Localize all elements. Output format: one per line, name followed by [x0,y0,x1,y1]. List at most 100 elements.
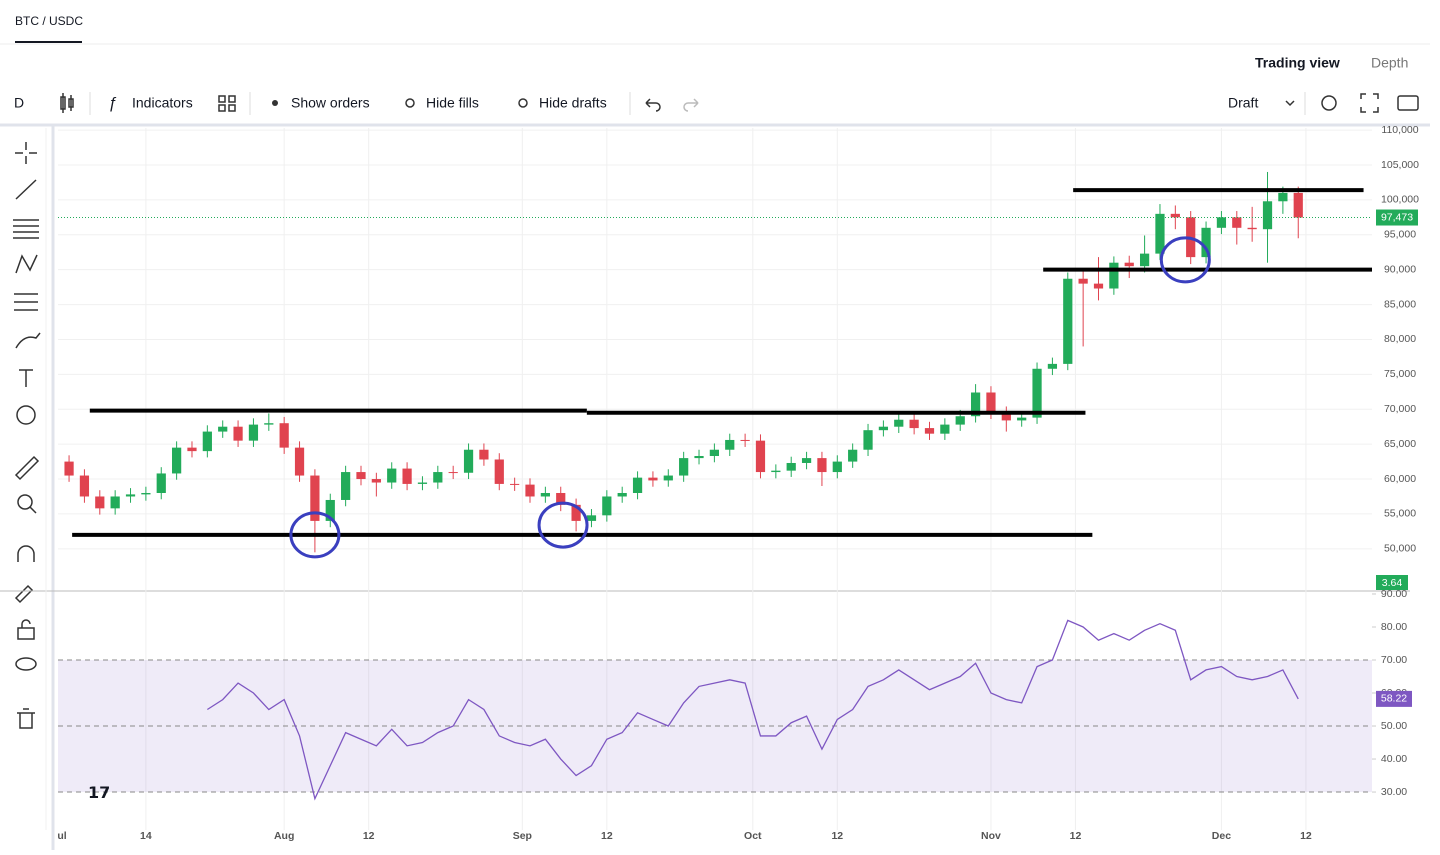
candle-body [1293,192,1303,218]
candle-body [387,468,397,483]
y-tick-label: 90.00 [1381,588,1407,600]
highlight-circle [1159,236,1211,284]
candle-body [448,472,458,474]
depth-tab[interactable]: Depth [1371,55,1408,71]
candle-body [694,456,704,459]
candle-body [341,472,351,500]
fullscreen-icon[interactable] [1360,93,1379,113]
show-orders-button[interactable]: Show orders [291,95,370,111]
candle-body [709,449,719,457]
candle-body [878,426,889,431]
x-tick-label: Aug [274,830,294,842]
candle-body [110,496,120,509]
candle-body [894,419,904,427]
candle-body [141,492,151,495]
rsi-value-label: 58.22 [1381,693,1407,705]
candle-body [1216,217,1227,228]
fx-icon[interactable]: ƒ [108,95,117,112]
candle-body [924,428,935,434]
y-tick-label: 50.00 [1381,720,1407,732]
x-tick-label: Dec [1212,830,1231,842]
candle-body [832,461,842,473]
y-tick-label: 90,000 [1384,263,1416,275]
chevron[interactable] [1285,100,1295,107]
candle-body [955,416,965,425]
candle-body [1201,227,1211,258]
y-tick-label: 80.00 [1381,621,1407,633]
candle-body [1124,262,1134,267]
eye-icon[interactable] [272,100,278,106]
undo-icon[interactable] [645,98,661,112]
candle-body [510,483,520,485]
candle-body [279,423,289,448]
candle-body [755,440,766,473]
x-tick-label: Oct [744,830,762,842]
trading-view-tab[interactable]: Trading view [1255,55,1340,71]
x-tick-label: 12 [831,830,843,842]
candle-body [1170,213,1180,218]
hide-fills-button[interactable]: Hide fills [426,95,479,111]
candle-body [740,439,750,441]
candle-body [540,492,550,497]
candle-body [663,475,673,481]
candle-body [218,426,228,432]
drawing-tools[interactable] [13,142,41,729]
eye-off-icon[interactable] [405,98,415,108]
last-price-label: 97,473 [1381,211,1413,223]
candle-body [294,447,305,476]
candle-body [771,470,781,473]
layout-icon[interactable] [218,95,236,112]
x-tick-label: 12 [1300,830,1312,842]
candle-body [940,424,950,434]
candle-body [602,496,612,516]
y-tick-label: 80,000 [1384,333,1416,345]
candle-body [786,462,796,471]
candle-body [679,458,689,476]
candle-body [479,449,489,460]
volume-box [1376,575,1408,590]
y-tick-label: 50,000 [1384,543,1416,555]
candle-body [725,439,735,450]
y-tick-label: 110,000 [1381,124,1418,136]
interval[interactable]: D [14,95,24,111]
candle-body [586,515,597,521]
candle-body [909,419,919,429]
candle-body [1232,217,1242,228]
x-tick-label: Sep [513,830,532,842]
camera-icon[interactable] [1397,95,1419,111]
indicators-button[interactable]: Indicators [132,95,193,111]
x-tick-label: 12 [1070,830,1082,842]
candle-body [95,496,105,509]
candle-body [264,423,274,425]
candle-body [494,459,504,484]
redo-icon[interactable] [683,98,699,112]
candle-body [1278,192,1288,202]
candle-body [202,431,212,452]
candle-body [648,477,658,481]
settings-icon[interactable] [1321,95,1337,111]
candle-body [986,392,996,413]
y-tick-label: 100,000 [1381,194,1419,206]
candle-body [1139,253,1150,267]
eye-off-icon[interactable] [518,98,528,108]
volume-label: 3.64 [1382,577,1403,589]
candle-icon[interactable] [60,93,74,113]
candle-body [172,447,182,474]
y-tick-label: 40.00 [1381,753,1407,765]
hide-drafts-button[interactable]: Hide drafts [539,95,607,111]
pair-tab[interactable]: BTC / USDC [15,14,83,28]
candle-body [1017,417,1027,421]
x-tick-label: 14 [140,830,152,842]
y-tick-label: 70.00 [1381,654,1407,666]
x-tick-label: ul [57,830,66,842]
candle-body [1047,363,1058,369]
draft-select[interactable]: Draft [1228,95,1258,111]
rsi-line [206,619,1299,801]
candle-body [187,447,197,452]
x-tick-label: 12 [363,830,375,842]
candle-body [1262,201,1273,230]
candle-body [371,479,381,483]
candle-body [571,504,581,521]
candle-body [125,494,136,497]
